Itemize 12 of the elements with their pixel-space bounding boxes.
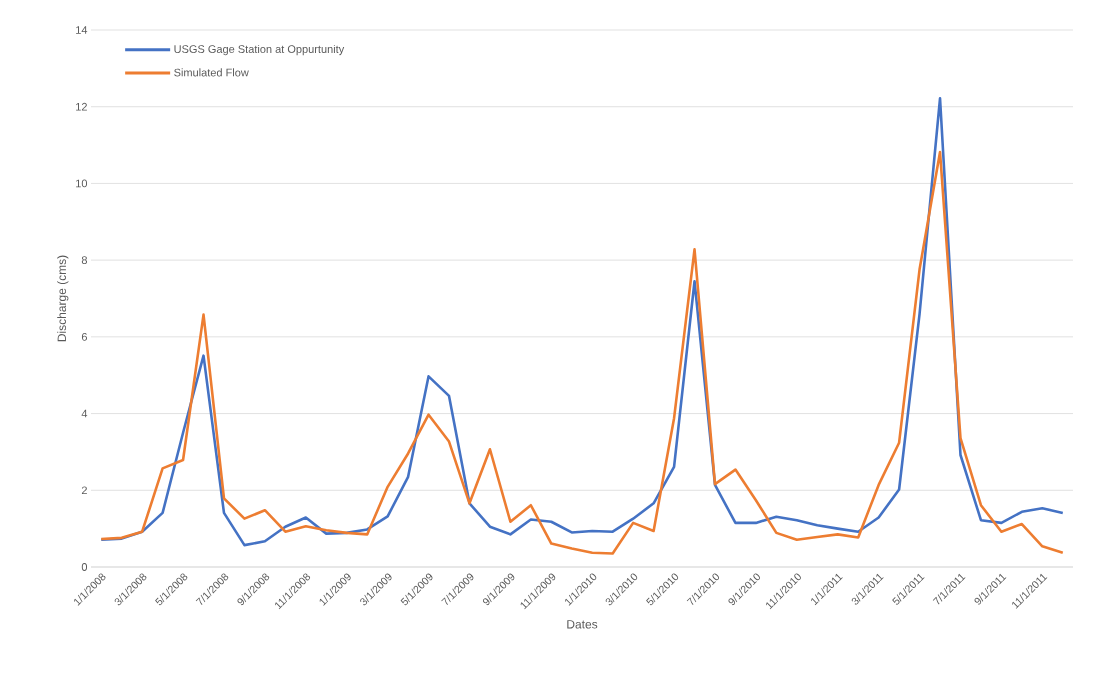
y-tick-label: 12 [76, 102, 87, 111]
y-tick-label: 8 [81, 256, 87, 265]
y-tick-label: 2 [81, 486, 87, 495]
y-tick-label: 14 [76, 26, 88, 34]
y-tick-label: 0 [81, 563, 88, 571]
legend-label: Simulated Flow [174, 68, 249, 77]
y-tick-label: 4 [81, 409, 88, 418]
y-axis-title: Discharge (cms) [57, 255, 69, 342]
y-tick-label: 6 [81, 332, 87, 341]
y-tick-label: 10 [76, 179, 88, 188]
x-axis-title: Dates [567, 620, 598, 629]
legend-label: USGS Gage Station at Oppurtunity [174, 44, 345, 56]
